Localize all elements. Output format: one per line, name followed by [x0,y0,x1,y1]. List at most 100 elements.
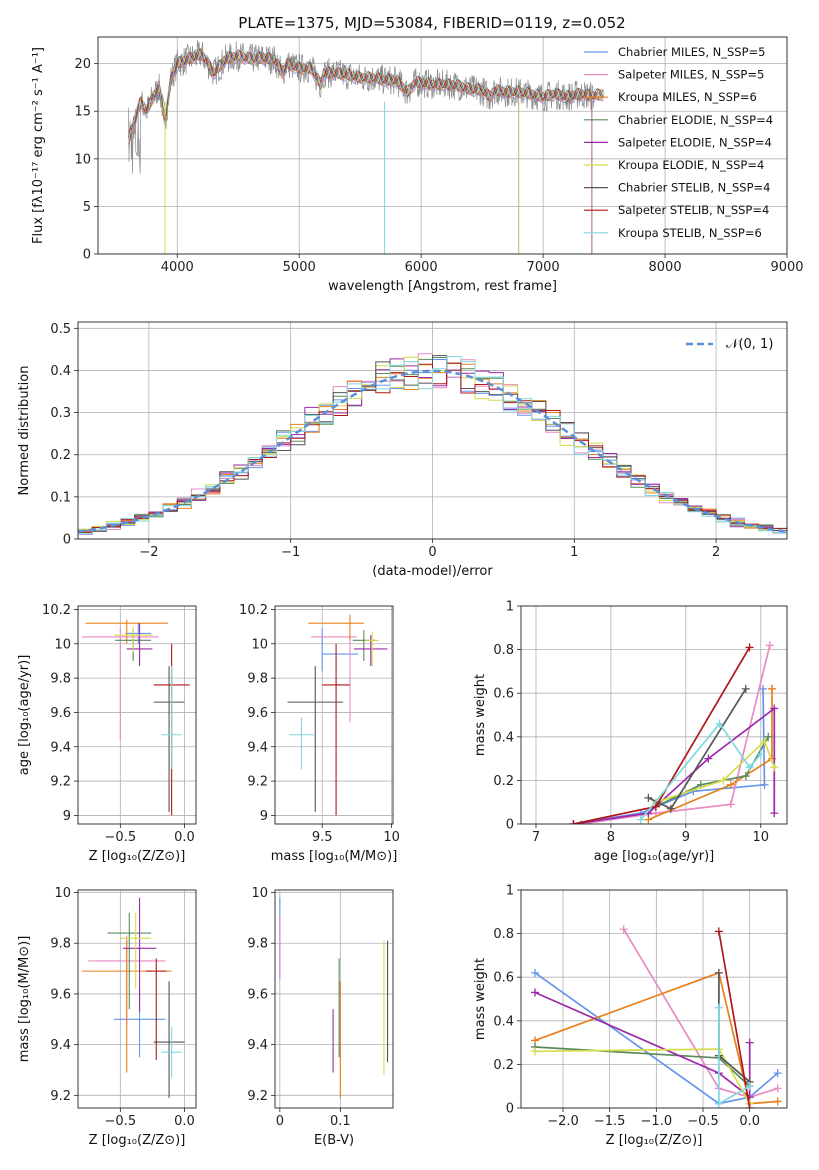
y-tick-label: 9.4 [247,740,268,755]
y-tick-label: 0.4 [493,1014,514,1029]
y-tick-label: 9 [260,809,268,824]
legend-entry: Kroupa MILES, N_SSP=6 [618,90,757,104]
x-tick-label: −0.5 [105,1114,137,1129]
y-tick-label: 0.6 [493,971,514,986]
series-line [648,688,773,821]
x-axis-label: Z [log₁₀(Z/Z⊙)] [89,1133,186,1148]
x-tick-label: 10 [383,830,400,845]
axes-frame [77,605,197,825]
data-point [153,666,185,812]
series-marker [745,1082,754,1091]
series-marker [619,925,628,934]
data-point [145,958,167,1060]
series-marker [745,763,754,772]
series-marker [745,1038,754,1047]
y-tick-label: 10 [54,637,71,652]
panel-mass-weight-vs-Z: −2.0 −1.5 −1.0 −0.5 0.0 0 0.2 0.4 0.6 0.8 1 Z [log₁… [473,884,788,1148]
plot-area [78,353,787,535]
data-point [161,666,182,770]
axes-frame [97,36,788,255]
series-marker [714,927,723,936]
y-tick-label: 9.6 [247,706,268,721]
y-tick-label: 0.6 [493,687,514,702]
series-marker [704,754,713,763]
data-point [365,631,380,667]
x-tick-label: 0 [276,1114,284,1129]
x-tick-label: −1.0 [641,1114,673,1129]
series-line [573,688,766,824]
panel-age-vs-mass: 9.5 10 9 9.2 9.4 9.6 9.8 10 10.2 mass [log₁₀(M/M⊙… [239,603,400,864]
series-marker [531,968,539,977]
x-axis-label: wavelength [Angstrom, rest frame] [328,279,557,294]
x-tick-label: 9 [682,830,690,845]
x-tick-label: 7 [532,830,540,845]
model-spectrum-line [128,48,604,143]
x-tick-label: 7000 [527,260,560,275]
y-axis-label: Normed distribution [17,366,32,496]
plot-area [287,614,388,816]
legend-entry: Chabrier MILES, N_SSP=5 [618,45,765,59]
x-tick-label: 8000 [649,260,682,275]
series-marker [741,772,750,781]
series-marker [745,1104,754,1108]
model-spectrum-line [128,48,604,134]
y-tick-label: 0.1 [50,490,71,505]
series-marker [644,793,653,802]
x-axis-label: age [log₁₀(age/yr)] [594,849,715,864]
y-axis-label: mass weight [473,958,488,1040]
axes-frame [77,889,197,1109]
series-marker [768,684,777,693]
y-tick-label: 15 [74,105,91,120]
legend: Chabrier MILES, N_SSP=5 Salpeter MILES, N… [584,45,773,240]
series-marker [760,780,769,789]
x-tick-label: 0 [428,545,436,560]
y-tick-label: 0.8 [493,643,514,658]
x-tick-label: 8 [607,830,615,845]
data-spectrum-line [128,39,595,174]
data-point [321,628,359,672]
legend-entry: Kroupa ELODIE, N_SSP=4 [618,158,764,172]
figure-title: PLATE=1375, MJD=53084, FIBERID=0119, z=0… [238,14,625,32]
axes-frame [520,605,788,825]
normal-reference-curve [78,369,787,533]
y-tick-label: 9 [63,809,71,824]
series-marker [741,684,750,693]
series-marker [531,1047,539,1056]
series-marker [770,763,779,772]
x-tick-label: 1 [570,545,578,560]
data-point [287,666,344,812]
x-axis-label: (data-model)/error [372,564,493,579]
series-line [622,928,778,1098]
y-tick-label: 0.2 [493,774,514,789]
y-tick-label: 0.5 [50,322,71,337]
series-marker [576,820,585,824]
y-tick-label: 9.8 [50,937,71,952]
y-axis-label: age [log₁₀(age/yr)] [17,655,32,776]
x-tick-label: −0.5 [687,1114,719,1129]
y-tick-label: 0.2 [493,1058,514,1073]
y-tick-label: 9.6 [50,987,71,1002]
axes-frame [520,889,788,1109]
y-tick-label: 0.4 [493,730,514,745]
data-point [85,619,168,644]
series-marker [651,802,660,811]
plot-area [569,641,779,824]
y-tick-label: 1 [506,600,514,615]
x-tick-label: −0.5 [105,830,137,845]
data-point [161,1026,182,1078]
series-marker [765,641,774,650]
y-tick-label: 0.2 [50,448,71,463]
y-tick-label: 9.6 [247,987,268,1002]
legend-entry: Salpeter ELODIE, N_SSP=4 [618,135,772,149]
panel-mass-vs-Z: −0.5 0.0 9.2 9.4 9.6 9.8 10 Z [log₁₀(Z/Z⊙)] mass… [17,886,197,1148]
grid [275,606,393,824]
plot-area [81,619,190,816]
y-axis-label: mass [log₁₀(M/M⊙)] [17,936,32,1063]
x-tick-label: 5000 [283,260,316,275]
y-tick-label: 20 [74,57,91,72]
y-tick-label: 9.2 [50,775,71,790]
series-line [718,931,751,1108]
panel-mass-weight-vs-age: 7 8 9 10 0 0.2 0.4 0.6 0.8 1 age [log₁₀(age/yr)] ma… [473,600,788,864]
series-marker [569,820,578,824]
series-marker [726,780,735,789]
